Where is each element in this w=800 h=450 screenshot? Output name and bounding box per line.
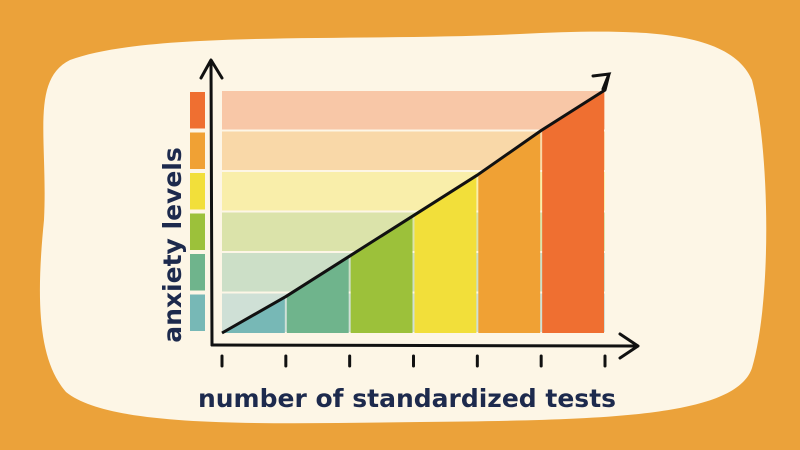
y-axis-label: anxiety levels	[158, 147, 187, 343]
x-axis-arrow	[618, 332, 640, 360]
plot-area	[190, 72, 612, 335]
area-segment	[414, 175, 477, 333]
level-swatch	[190, 213, 205, 250]
trend-arrow	[591, 72, 612, 92]
level-band	[222, 253, 605, 292]
area-segment	[350, 215, 413, 333]
area-segment	[286, 256, 349, 333]
level-swatch	[190, 254, 205, 291]
level-band	[222, 212, 605, 251]
level-band	[222, 91, 605, 130]
area-segment	[542, 90, 604, 333]
axes	[199, 58, 640, 360]
level-swatch	[190, 92, 205, 129]
x-axis-label: number of standardized tests	[198, 384, 616, 413]
level-band	[222, 172, 605, 211]
y-axis	[209, 60, 214, 347]
trend-line	[221, 88, 606, 335]
level-swatch	[190, 294, 205, 331]
x-axis	[210, 343, 638, 348]
level-swatch	[190, 173, 205, 210]
area-segment	[478, 130, 541, 333]
y-axis-arrow	[199, 58, 224, 80]
level-band	[222, 293, 605, 332]
level-band	[222, 131, 605, 170]
level-swatch	[190, 132, 205, 169]
